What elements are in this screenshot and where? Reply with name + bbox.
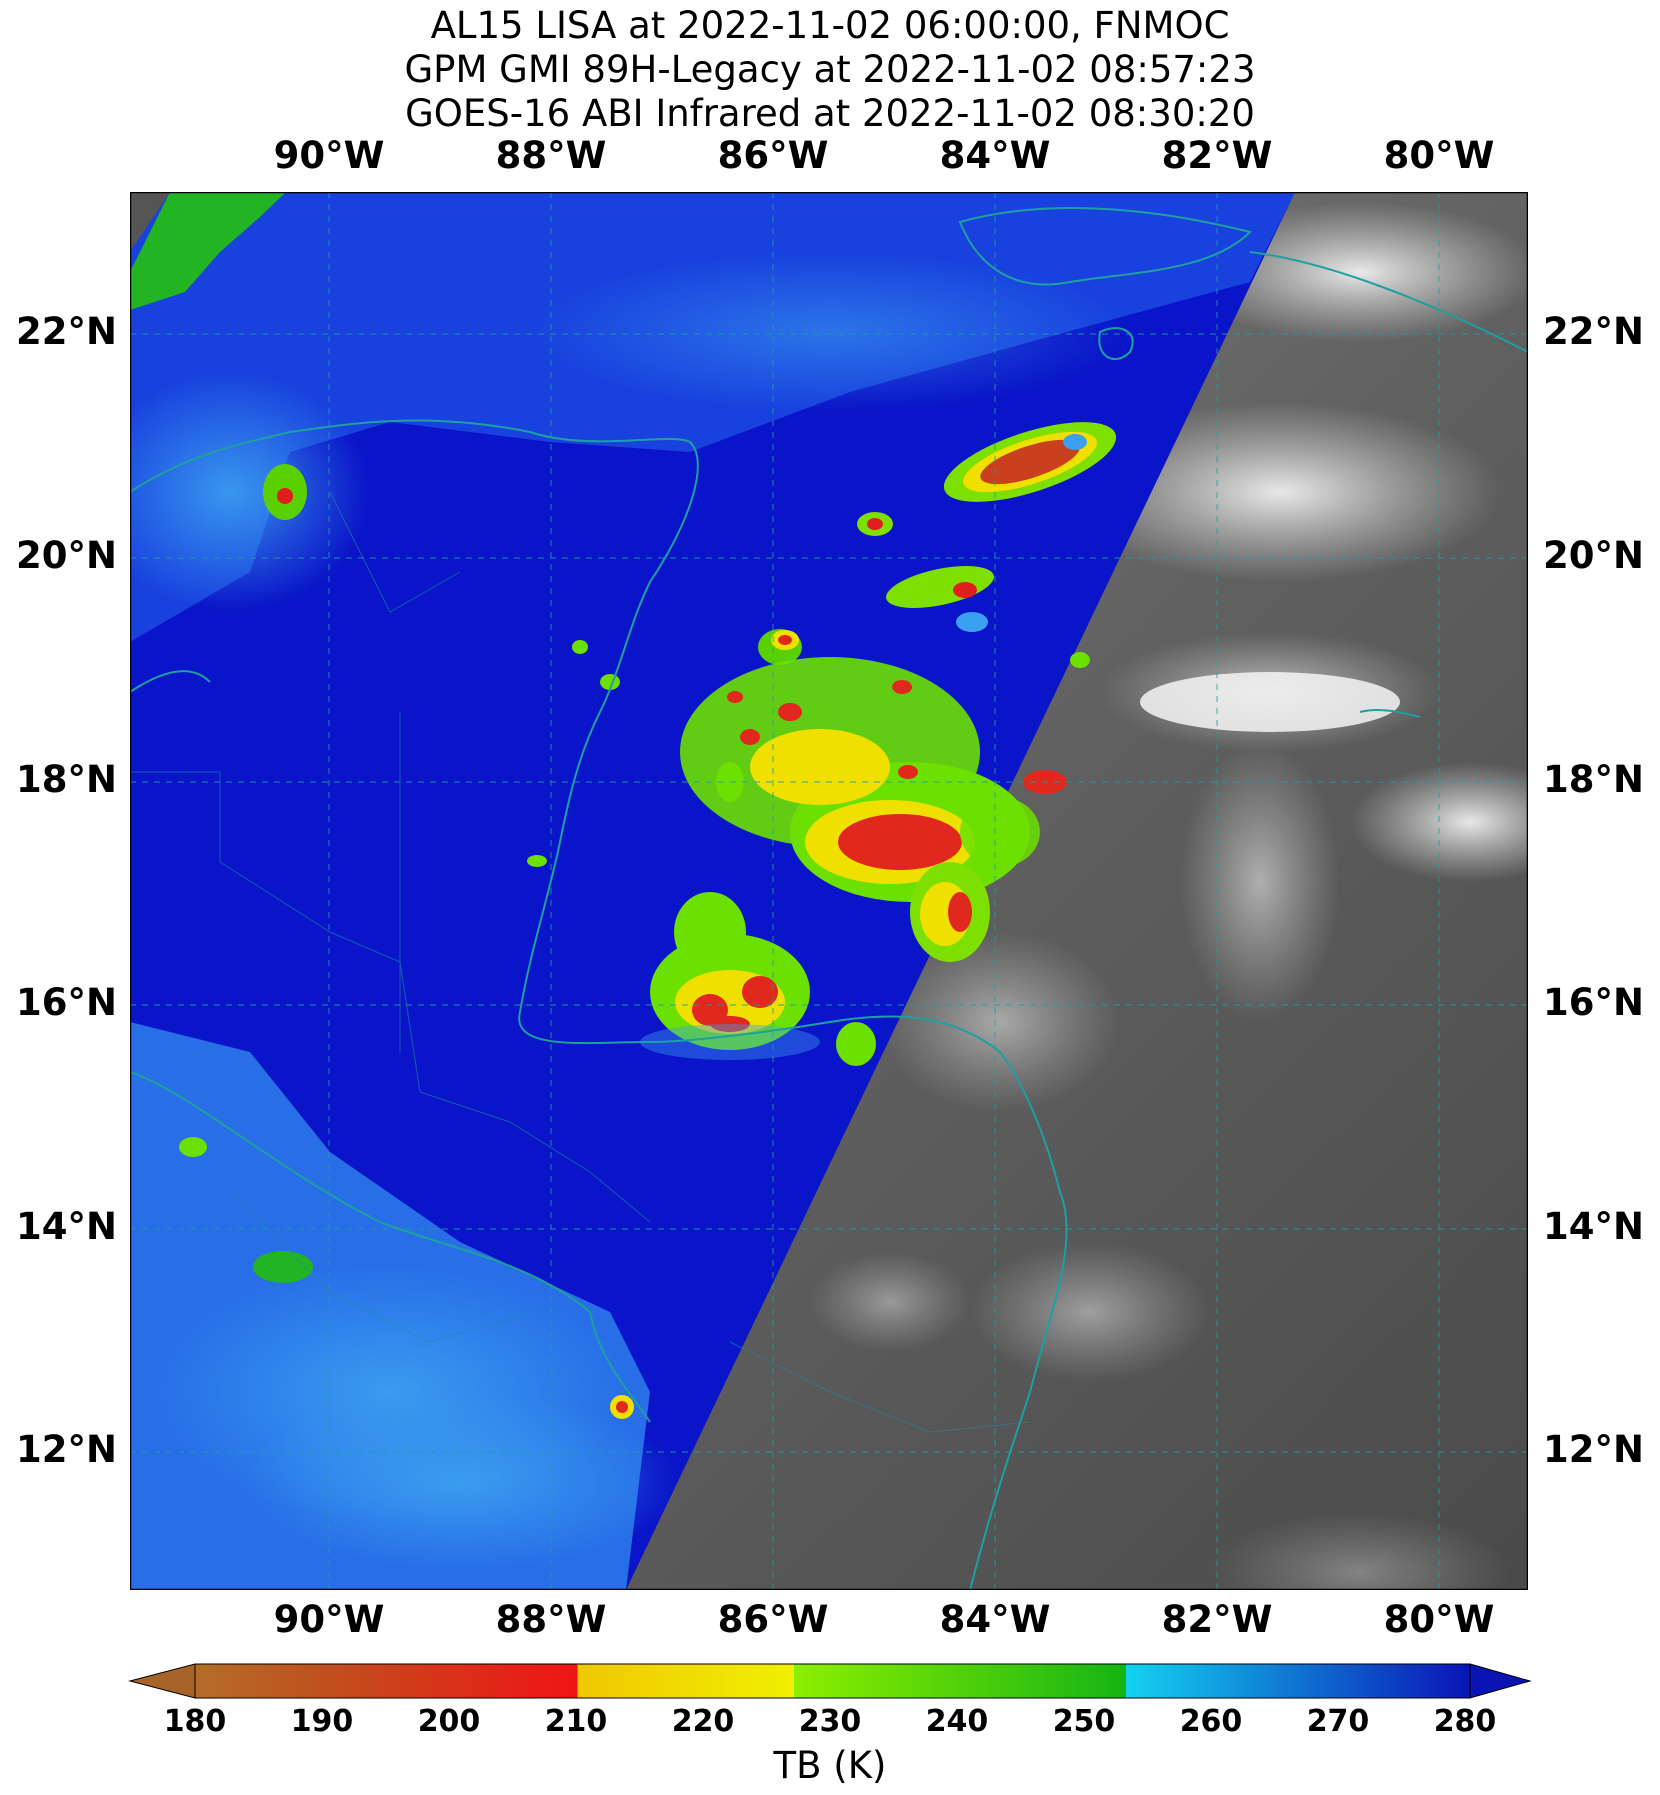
lat-tick-right-16n: 16°N — [1543, 981, 1644, 1024]
lon-tick-top-84w: 84°W — [939, 134, 1051, 177]
hurricane-lisa-core — [680, 630, 1067, 962]
lat-tick-right-14n: 14°N — [1543, 1205, 1644, 1248]
lon-tick-top-86w: 86°W — [717, 134, 829, 177]
colorbar-tick-240: 240 — [925, 1704, 989, 1739]
microwave-swath — [130, 192, 1295, 1590]
lat-tick-left-12n: 12°N — [16, 1428, 117, 1471]
lon-tick-bottom-86w: 86°W — [717, 1598, 829, 1641]
map-panel — [130, 192, 1528, 1590]
lon-tick-top-80w: 80°W — [1383, 134, 1495, 177]
lat-tick-right-18n: 18°N — [1543, 758, 1644, 801]
colorbar-tick-230: 230 — [798, 1704, 862, 1739]
colorbar-title: TB (K) — [773, 1744, 887, 1787]
lat-tick-left-14n: 14°N — [16, 1205, 117, 1248]
lon-tick-top-82w: 82°W — [1161, 134, 1273, 177]
lat-tick-left-16n: 16°N — [16, 981, 117, 1024]
colorbar-high-extend — [1469, 1663, 1532, 1699]
title-line-2: GPM GMI 89H-Legacy at 2022-11-02 08:57:2… — [404, 48, 1256, 91]
lon-tick-bottom-88w: 88°W — [495, 1598, 607, 1641]
lon-tick-bottom-82w: 82°W — [1161, 1598, 1273, 1641]
lat-tick-right-22n: 22°N — [1543, 310, 1644, 353]
lat-tick-right-20n: 20°N — [1543, 534, 1644, 577]
colorbar-bar — [194, 1663, 1471, 1699]
colorbar-low-extend — [128, 1663, 196, 1699]
colorbar-tick-200: 200 — [417, 1704, 481, 1739]
title-line-1: AL15 LISA at 2022-11-02 06:00:00, FNMOC — [430, 4, 1230, 47]
colorbar-tick-280: 280 — [1433, 1704, 1497, 1739]
colorbar-tick-180: 180 — [163, 1704, 227, 1739]
lat-tick-left-22n: 22°N — [16, 310, 117, 353]
lat-tick-left-18n: 18°N — [16, 758, 117, 801]
colorbar-tick-220: 220 — [671, 1704, 735, 1739]
lon-tick-top-90w: 90°W — [273, 134, 385, 177]
colorbar-tick-210: 210 — [544, 1704, 608, 1739]
lat-tick-left-20n: 20°N — [16, 534, 117, 577]
colorbar-tick-250: 250 — [1052, 1704, 1116, 1739]
colorbar-tick-190: 190 — [290, 1704, 354, 1739]
colorbar-tick-270: 270 — [1306, 1704, 1370, 1739]
lon-tick-bottom-80w: 80°W — [1383, 1598, 1495, 1641]
lat-tick-right-12n: 12°N — [1543, 1428, 1644, 1471]
colorbar-tick-260: 260 — [1179, 1704, 1243, 1739]
lon-tick-bottom-84w: 84°W — [939, 1598, 1051, 1641]
grid-lines — [130, 192, 1528, 1590]
country-borders — [130, 491, 1031, 1433]
convection-cluster-north — [263, 422, 1117, 665]
map-border — [130, 192, 1528, 1590]
title-line-3: GOES-16 ABI Infrared at 2022-11-02 08:30… — [405, 92, 1255, 135]
lon-tick-top-88w: 88°W — [495, 134, 607, 177]
lon-tick-bottom-90w: 90°W — [273, 1598, 385, 1641]
coastlines — [130, 207, 1528, 1590]
convection-gulf-of-honduras — [527, 640, 1090, 1066]
